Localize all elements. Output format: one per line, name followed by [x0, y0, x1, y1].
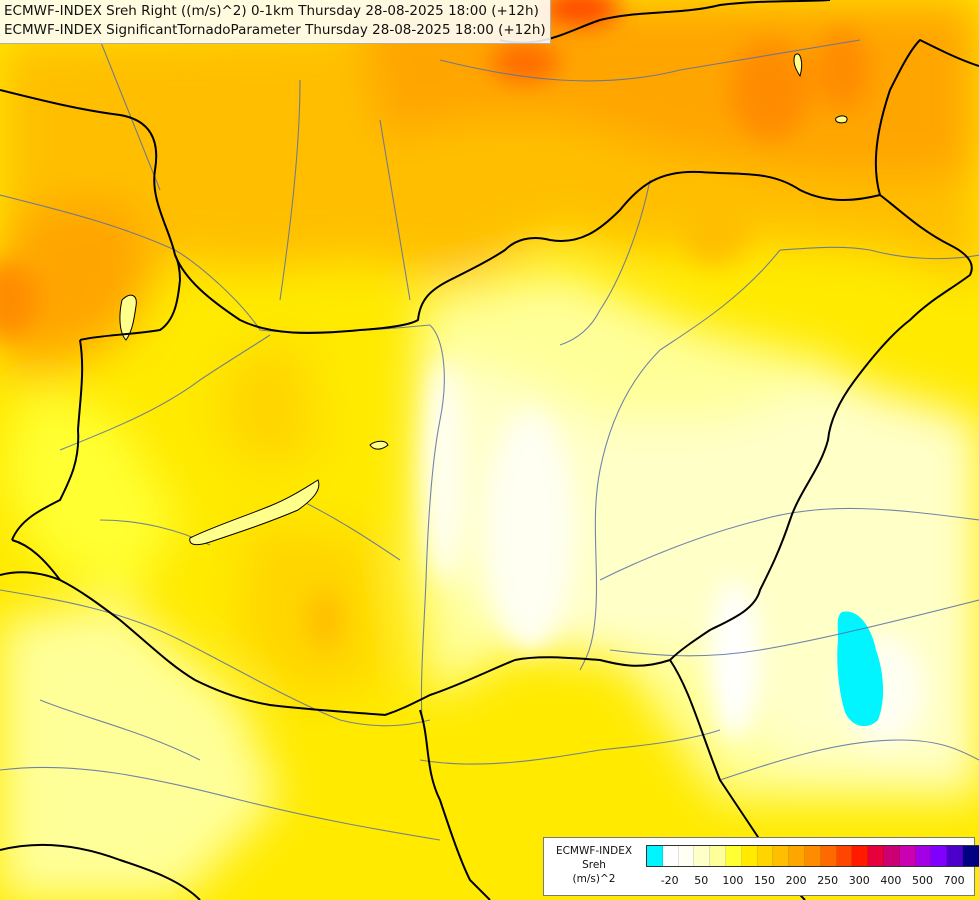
- legend-caption: ECMWF-INDEX Sreh (m/s)^2: [544, 844, 644, 886]
- border-at-hu: [79, 254, 181, 341]
- map-title-line2: ECMWF-INDEX SignificantTornadoParameter …: [4, 22, 546, 38]
- field-central-deep-orange: [307, 590, 343, 650]
- river-tisza: [579, 249, 781, 671]
- river-sw-2: [39, 699, 201, 761]
- legend-swatch: [836, 846, 853, 866]
- legend-tick-label: 400: [880, 874, 902, 887]
- legend-swatch: [883, 846, 900, 866]
- legend-swatch: [915, 846, 932, 866]
- river-sio: [299, 499, 401, 561]
- map-title-line1: ECMWF-INDEX Sreh Right ((m/s)^2) 0-1km T…: [4, 3, 539, 19]
- legend-tick-label: 250: [817, 874, 839, 887]
- field-sw-pale: [0, 600, 280, 900]
- border-north-pl: [499, 0, 831, 44]
- river-morava: [99, 39, 161, 191]
- river-drava: [0, 589, 431, 727]
- legend-swatch: [694, 846, 711, 866]
- field-plain-white-2: [425, 360, 465, 580]
- legend-swatch: [931, 846, 948, 866]
- legend-parameter: Sreh: [582, 859, 606, 871]
- legend-swatch: [757, 846, 774, 866]
- border-sk-hu: [174, 170, 881, 334]
- border-hu-rs: [384, 656, 671, 716]
- legend-swatch: [678, 846, 695, 866]
- lake-north-1: [793, 53, 803, 78]
- river-vah: [279, 79, 301, 301]
- legend-swatch: [820, 846, 837, 866]
- field-west-orange: [0, 200, 150, 350]
- river-hron: [379, 119, 411, 301]
- negative-sreh-area: [837, 611, 884, 727]
- border-ua-hu-ro: [669, 194, 973, 661]
- field-lake-region-orange: [220, 340, 320, 470]
- map-title-box: ECMWF-INDEX Sreh Right ((m/s)^2) 0-1km T…: [0, 0, 551, 44]
- river-south: [419, 729, 721, 765]
- legend-tick-label: 150: [754, 874, 775, 887]
- legend-tick-label: 300: [848, 874, 870, 887]
- color-legend: ECMWF-INDEX Sreh (m/s)^2 -20 50 100 150 200 2…: [543, 837, 979, 896]
- legend-model: ECMWF-INDEX: [555, 845, 633, 857]
- field-north-red-core: [491, 42, 559, 82]
- field-ne-orange: [730, 40, 810, 140]
- border-si-hr: [11, 539, 61, 581]
- rivers: [0, 39, 979, 841]
- legend-swatch: [899, 846, 916, 866]
- river-north: [439, 39, 861, 82]
- river-sajo: [559, 179, 651, 346]
- legend-swatch: [741, 846, 758, 866]
- border-cz-sk-at: [0, 89, 176, 256]
- river-se-1: [719, 739, 979, 781]
- field-white-patch-east: [711, 580, 759, 740]
- river-sava: [0, 766, 441, 841]
- legend-swatch: [868, 846, 884, 866]
- legend-swatch: [773, 846, 790, 866]
- border-at-hu-south: [11, 339, 84, 541]
- field-plain-white: [485, 410, 575, 650]
- lake-velence: [369, 440, 389, 450]
- legend-swatch: [725, 846, 742, 866]
- legend-tick-label: 700: [943, 874, 965, 887]
- legend-swatch: [647, 846, 663, 866]
- legend-swatch: [852, 846, 869, 866]
- river-danube-bend: [420, 324, 445, 721]
- field-nw-orange: [150, 80, 330, 260]
- legend-swatch: [710, 846, 726, 866]
- river-tisza-upper: [779, 246, 979, 260]
- border-sw: [0, 843, 201, 900]
- field-west-pale: [0, 380, 180, 600]
- field-north-orange-2: [680, 185, 750, 265]
- legend-tick-label: 50: [694, 874, 709, 887]
- legend-tick-label: 200: [785, 874, 807, 887]
- legend-swatch: [947, 846, 963, 866]
- legend-tick-label: 500: [912, 874, 933, 887]
- lake-balaton: [189, 479, 320, 546]
- field-west-edge-orange: [0, 260, 38, 340]
- lake-neusiedl: [119, 294, 137, 341]
- river-koros: [599, 507, 979, 581]
- legend-color-bar: [646, 845, 979, 867]
- border-ua-ne: [874, 39, 979, 196]
- legend-swatch: [789, 846, 805, 866]
- legend-unit: (m/s)^2: [572, 873, 616, 885]
- river-maros: [609, 599, 979, 657]
- legend-tick-label: 100: [722, 874, 744, 887]
- legend-tick-labels: -20 50 100 150 200 250 300 400 500 700: [646, 874, 966, 890]
- border-hr-rs-ba: [419, 709, 491, 900]
- field-ne-red-core: [814, 30, 870, 110]
- legend-swatch: [804, 846, 821, 866]
- legend-swatch: [962, 846, 979, 866]
- river-raab: [59, 334, 271, 451]
- lake-north-2: [835, 115, 848, 124]
- legend-swatch: [662, 846, 679, 866]
- legend-tick-label: -20: [660, 874, 679, 887]
